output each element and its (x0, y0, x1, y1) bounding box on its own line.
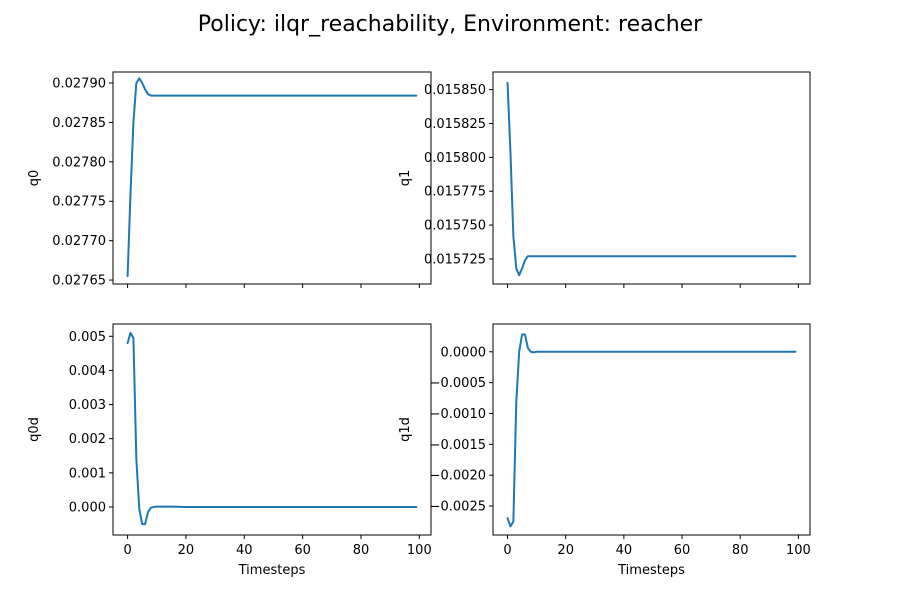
y-axis-label: q1 (398, 170, 413, 187)
x-tick-label: 60 (674, 543, 691, 558)
y-tick-label: 0.02790 (52, 77, 106, 92)
x-tick-label: 100 (786, 543, 811, 558)
x-tick-label: 20 (178, 543, 195, 558)
y-tick-label: 0.0000 (441, 345, 487, 360)
series-line-q0d (126, 331, 418, 526)
subplot-q1: 0.015725 0.015750 0.015775 0.015800 0.015825… (398, 71, 811, 288)
y-tick-label: 0.015775 (424, 185, 486, 200)
y-tick-label: 0.003 (69, 398, 106, 413)
y-tick-label: 0.005 (69, 330, 106, 345)
x-tick-label: 60 (294, 543, 311, 558)
subplot-q1d: 0 20 40 60 80 100 −0.0025 −0.0020 −0.0015 −0.0010… (398, 323, 811, 578)
y-axis-label: q1d (398, 417, 413, 442)
x-axis-label: Timesteps (238, 563, 306, 578)
x-tick-label: 0 (503, 543, 511, 558)
y-tick-label: 0.02785 (52, 116, 106, 131)
plot-frame (112, 323, 432, 536)
y-tick-label: 0.015800 (424, 151, 486, 166)
x-tick-label: 80 (732, 543, 749, 558)
y-tick-label: −0.0010 (430, 407, 486, 422)
x-tick-label: 0 (123, 543, 131, 558)
y-tick-label: 0.015850 (424, 83, 486, 98)
y-tick-label: 0.004 (69, 364, 106, 379)
x-tick-label: 40 (236, 543, 253, 558)
x-tick-label: 80 (353, 543, 370, 558)
figure-title: Policy: ilqr_reachability, Environment: … (198, 12, 703, 37)
y-tick-label: −0.0025 (430, 500, 486, 515)
series-line-q0 (126, 77, 418, 278)
y-tick-label: 0.015725 (424, 252, 486, 267)
y-tick-label: 0.015825 (424, 117, 486, 132)
y-tick-label: −0.0020 (430, 469, 486, 484)
y-axis-label: q0d (27, 417, 42, 442)
y-tick-label: 0.02770 (52, 234, 106, 249)
y-tick-label: 0.02780 (52, 155, 106, 170)
x-tick-label: 20 (557, 543, 574, 558)
plot-frame (492, 323, 811, 536)
plot-frame (112, 71, 432, 285)
y-axis-label: q0 (27, 170, 42, 187)
series-line-q1 (506, 81, 797, 277)
subplot-q0d: 0 20 40 60 80 100 0.000 0.001 0.002 0.003 0.004 0.0… (27, 323, 432, 578)
y-tick-label: 0.015750 (424, 219, 486, 234)
x-tick-label: 100 (407, 543, 432, 558)
x-tick-label: 40 (616, 543, 633, 558)
y-tick-label: −0.0015 (430, 438, 486, 453)
plot-frame (492, 71, 811, 285)
y-tick-label: 0.000 (69, 501, 106, 516)
y-tick-label: −0.0005 (430, 376, 486, 391)
y-tick-label: 0.002 (69, 432, 106, 447)
y-tick-label: 0.02765 (52, 274, 106, 289)
subplot-q0: 0.02765 0.02770 0.02775 0.02780 0.02785 0.027… (27, 71, 432, 289)
series-line-q1d (506, 333, 797, 528)
x-axis-label: Timesteps (617, 563, 685, 578)
y-tick-label: 0.02775 (52, 195, 106, 210)
y-tick-label: 0.001 (69, 466, 106, 481)
